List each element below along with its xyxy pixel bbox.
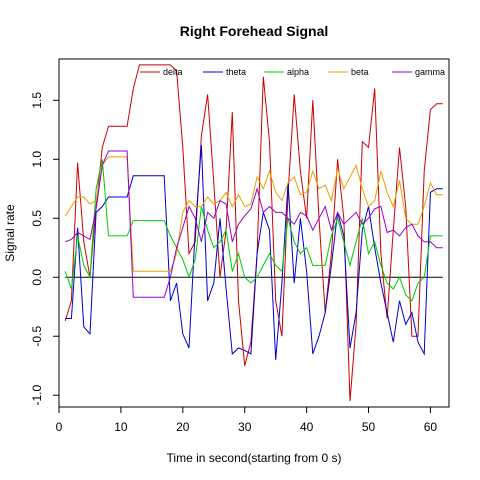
x-tick-label: 10 — [114, 420, 128, 434]
x-tick-label: 50 — [362, 420, 376, 434]
y-axis-label: Signal rate — [3, 204, 17, 262]
y-tick-label: -1.0 — [30, 385, 44, 406]
plot-frame — [58, 58, 450, 408]
series-line-alpha — [64, 159, 443, 302]
legend-label-theta: theta — [226, 67, 246, 77]
series-line-gamma — [65, 150, 443, 298]
x-tick-label: 60 — [424, 420, 438, 434]
x-tick-label: 0 — [56, 420, 63, 434]
chart-title: Right Forehead Signal — [180, 23, 329, 39]
y-axis: -1.0 -0.5 0.0 0.5 1.0 1.5 — [30, 92, 59, 406]
y-tick-label: 0.5 — [30, 210, 44, 227]
series-layer — [64, 64, 443, 402]
y-tick-label: 1.5 — [30, 92, 44, 109]
legend-label-delta: delta — [163, 67, 183, 77]
series-line-theta — [65, 145, 443, 360]
y-tick-label: -0.5 — [30, 326, 44, 347]
y-tick-label: 0.0 — [30, 269, 44, 286]
x-axis: 0 10 20 30 40 50 60 — [56, 407, 438, 434]
x-axis-label: Time in second(starting from 0 s) — [167, 451, 342, 465]
legend: delta theta alpha beta gamma — [140, 67, 445, 77]
x-tick-label: 40 — [300, 420, 314, 434]
x-tick-label: 20 — [176, 420, 190, 434]
legend-label-gamma: gamma — [415, 67, 445, 77]
legend-label-beta: beta — [351, 67, 369, 77]
y-tick-label: 1.0 — [30, 151, 44, 168]
legend-label-alpha: alpha — [287, 67, 309, 77]
x-tick-label: 30 — [238, 420, 252, 434]
